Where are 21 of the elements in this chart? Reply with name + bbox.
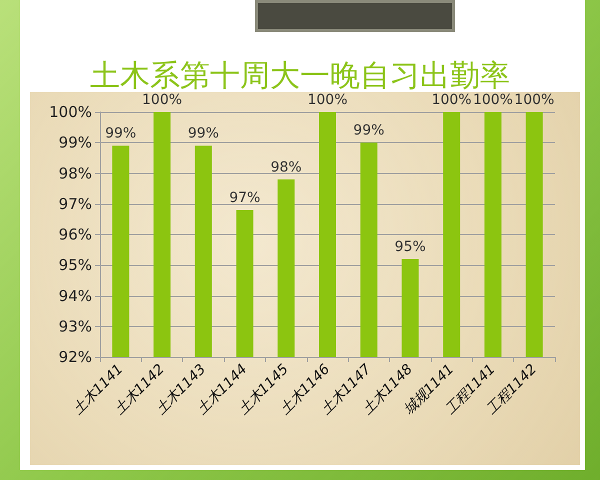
data-label: 99% <box>188 126 219 142</box>
data-label: 99% <box>353 122 384 139</box>
y-tick-label: 94% <box>58 286 92 305</box>
y-tick-label: 97% <box>58 194 92 213</box>
data-label: 100% <box>307 92 348 108</box>
y-tick-label: 95% <box>58 256 92 274</box>
data-label: 100% <box>514 92 554 108</box>
data-label: 97% <box>229 190 260 206</box>
data-label: 100% <box>472 92 513 108</box>
data-label: 99% <box>105 126 136 142</box>
y-tick-label: 99% <box>58 134 92 152</box>
data-label: 98% <box>270 159 302 176</box>
y-tick-label: 100% <box>49 103 92 121</box>
data-label: 100% <box>432 92 472 108</box>
y-tick-label: 92% <box>58 348 92 366</box>
data-label: 95% <box>394 239 426 255</box>
y-tick-label: 93% <box>58 317 92 336</box>
data-label: 100% <box>142 92 182 108</box>
y-tick-label: 98% <box>58 164 92 182</box>
y-tick-label: 96% <box>58 226 92 244</box>
chart-title: 土木系第十周大一晚自习出勤率 <box>90 58 510 94</box>
